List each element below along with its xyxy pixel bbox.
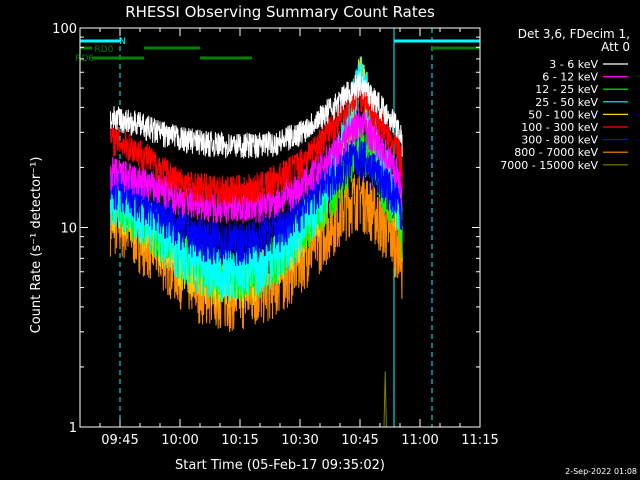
- legend-label: 25 - 50 keV: [535, 96, 598, 109]
- x-tick-label: 10:30: [281, 433, 318, 448]
- series-line-0: [109, 71, 403, 159]
- series-layer: [109, 56, 403, 428]
- x-tick-label: 11:00: [401, 433, 438, 448]
- chart-title: RHESSI Observing Summary Count Rates: [125, 3, 435, 21]
- legend-label: 12 - 25 keV: [535, 83, 598, 96]
- x-axis-label: Start Time (05-Feb-17 09:35:02): [175, 458, 385, 473]
- legend-label: 7000 - 15000 keV: [500, 159, 598, 172]
- legend-title-1: Det 3,6, FDecim 1,: [518, 27, 630, 41]
- legend-label: 3 - 6 keV: [549, 58, 598, 71]
- y-tick-label: 10: [60, 222, 77, 237]
- legend-label: 800 - 7000 keV: [514, 146, 598, 159]
- series-line-6: [109, 136, 403, 266]
- x-tick-label: 09:45: [101, 433, 138, 448]
- x-tick-label: 10:00: [161, 433, 198, 448]
- legend-label: 300 - 800 keV: [521, 134, 598, 147]
- rd6-label: RD6: [75, 54, 94, 64]
- x-tick-label: 11:15: [461, 433, 498, 448]
- axes-layer: 09:45 10:00 10:15 10:30 10:45 11:00 11:15 1 10 10…: [52, 22, 499, 448]
- y-tick-label: 1: [69, 421, 77, 436]
- x-tick-label: 10:15: [221, 433, 258, 448]
- x-tick-label: 10:45: [341, 433, 378, 448]
- n-label: N: [119, 37, 126, 47]
- legend-label: 50 - 100 keV: [528, 108, 598, 121]
- y-tick-label: 100: [52, 22, 77, 37]
- legend-label: 100 - 300 keV: [521, 121, 598, 134]
- series-line-5: [109, 79, 403, 206]
- timestamp: 2-Sep-2022 01:08: [565, 467, 637, 476]
- legend-title-2: Att 0: [601, 40, 630, 54]
- rd0-label: RD0: [94, 45, 113, 55]
- y-axis-label: Count Rate (s⁻¹ detector⁻¹): [29, 157, 44, 334]
- legend-label: 6 - 12 keV: [542, 71, 598, 84]
